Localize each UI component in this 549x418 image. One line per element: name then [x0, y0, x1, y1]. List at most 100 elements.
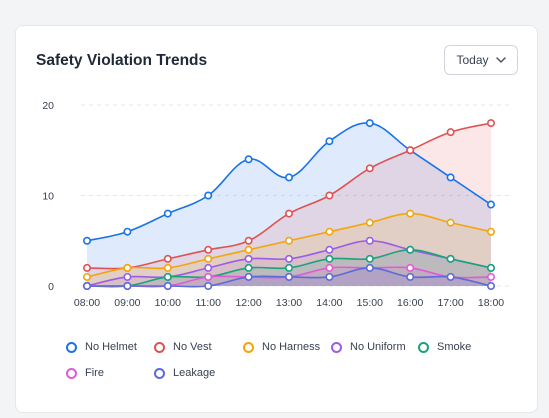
data-point[interactable] [446, 218, 455, 227]
data-point[interactable] [204, 281, 213, 290]
data-point[interactable] [163, 263, 172, 272]
data-point[interactable] [83, 281, 92, 290]
data-point[interactable] [406, 209, 415, 218]
legend-label: No Uniform [350, 341, 406, 353]
x-tick-label: 08:00 [74, 297, 100, 309]
data-point[interactable] [486, 272, 495, 281]
data-point[interactable] [446, 254, 455, 263]
data-point[interactable] [365, 218, 374, 227]
data-point[interactable] [446, 128, 455, 137]
chevron-down-icon [495, 57, 506, 63]
data-point[interactable] [325, 227, 334, 236]
x-tick-label: 12:00 [235, 297, 261, 309]
data-point[interactable] [204, 191, 213, 200]
legend-item[interactable]: Leakage [154, 367, 215, 379]
x-tick-label: 11:00 [195, 297, 221, 309]
data-point[interactable] [244, 272, 253, 281]
legend-item[interactable]: No Vest [154, 341, 212, 353]
data-point[interactable] [163, 272, 172, 281]
data-point[interactable] [365, 263, 374, 272]
x-tick-label: 15:00 [357, 297, 383, 309]
data-point[interactable] [325, 245, 334, 254]
data-point[interactable] [406, 263, 415, 272]
data-point[interactable] [325, 263, 334, 272]
data-point[interactable] [486, 263, 495, 272]
data-point[interactable] [486, 281, 495, 290]
y-tick-label: 20 [42, 100, 54, 112]
x-tick-label: 16:00 [397, 297, 423, 309]
data-point[interactable] [365, 236, 374, 245]
y-tick-label: 0 [48, 281, 54, 293]
data-point[interactable] [406, 245, 415, 254]
data-point[interactable] [244, 263, 253, 272]
data-point[interactable] [284, 263, 293, 272]
area-chart: 0 10 20 08:00 09:00 10:00 11:00 12:00 13:00 14:00… [42, 100, 513, 309]
legend-swatch-icon [331, 341, 342, 353]
legend-label: Leakage [173, 367, 216, 379]
legend-swatch-icon [418, 341, 429, 353]
legend-swatch-icon [66, 367, 77, 379]
data-point[interactable] [284, 209, 293, 218]
data-point[interactable] [123, 272, 132, 281]
data-point[interactable] [284, 254, 293, 263]
data-point[interactable] [204, 263, 213, 272]
x-tick-label: 10:00 [155, 297, 181, 309]
data-point[interactable] [365, 254, 374, 263]
legend-swatch-icon [154, 367, 165, 379]
legend-item[interactable]: No Helmet [66, 341, 137, 353]
data-point[interactable] [325, 254, 334, 263]
x-tick-label: 13:00 [276, 297, 302, 309]
legend-label: Smoke [437, 341, 472, 353]
legend-swatch-icon [66, 341, 77, 353]
legend-label: No Helmet [85, 341, 137, 353]
data-point[interactable] [244, 155, 253, 164]
data-point[interactable] [204, 245, 213, 254]
x-tick-label: 09:00 [114, 297, 140, 309]
data-point[interactable] [123, 281, 132, 290]
data-point[interactable] [406, 146, 415, 155]
data-point[interactable] [284, 173, 293, 182]
data-point[interactable] [163, 281, 172, 290]
legend-item[interactable]: Smoke [418, 341, 471, 353]
legend-label: Fire [85, 367, 104, 379]
data-point[interactable] [244, 236, 253, 245]
data-point[interactable] [325, 137, 334, 146]
data-point[interactable] [446, 173, 455, 182]
legend-swatch-icon [154, 341, 165, 353]
data-point[interactable] [365, 119, 374, 128]
x-tick-label: 14:00 [316, 297, 342, 309]
legend-item[interactable]: Fire [66, 367, 104, 379]
data-point[interactable] [83, 272, 92, 281]
chart-title: Safety Violation Trends [36, 52, 208, 69]
data-point[interactable] [123, 263, 132, 272]
data-point[interactable] [406, 272, 415, 281]
data-point[interactable] [325, 272, 334, 281]
legend-item[interactable]: No Harness [243, 341, 320, 353]
data-point[interactable] [486, 227, 495, 236]
data-point[interactable] [325, 191, 334, 200]
data-point[interactable] [163, 209, 172, 218]
time-range-dropdown[interactable]: Today [444, 45, 518, 75]
data-point[interactable] [486, 200, 495, 209]
legend-item[interactable]: No Uniform [331, 341, 406, 353]
data-point[interactable] [204, 254, 213, 263]
data-point[interactable] [284, 236, 293, 245]
x-tick-label: 18:00 [478, 297, 504, 309]
data-point[interactable] [204, 272, 213, 281]
legend-swatch-icon [243, 341, 254, 353]
data-point[interactable] [83, 236, 92, 245]
series-area [87, 240, 491, 286]
data-point[interactable] [365, 164, 374, 173]
data-point[interactable] [163, 254, 172, 263]
x-tick-label: 17:00 [437, 297, 463, 309]
data-point[interactable] [486, 119, 495, 128]
y-tick-label: 10 [42, 191, 54, 203]
data-point[interactable] [284, 272, 293, 281]
legend-label: No Harness [262, 341, 321, 353]
data-point[interactable] [123, 227, 132, 236]
data-point[interactable] [446, 272, 455, 281]
data-point[interactable] [83, 263, 92, 272]
data-point[interactable] [244, 254, 253, 263]
series-area [87, 123, 491, 286]
data-point[interactable] [244, 245, 253, 254]
